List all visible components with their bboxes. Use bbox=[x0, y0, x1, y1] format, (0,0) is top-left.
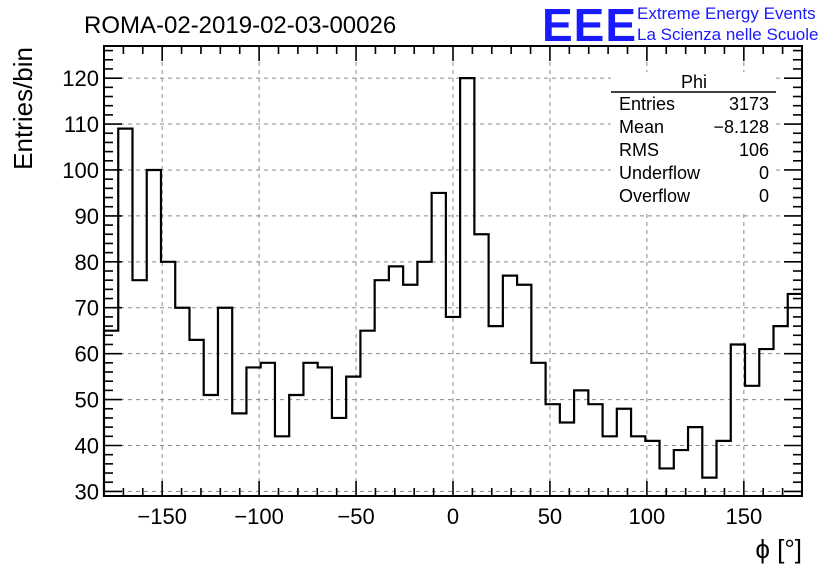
stats-row-label: Entries bbox=[619, 94, 675, 114]
stats-row-value: 3173 bbox=[729, 94, 769, 114]
y-tick-labels: 30 40 50 60 70 80 90 100 110 120 bbox=[62, 66, 99, 504]
stats-row-value: 0 bbox=[759, 186, 769, 206]
eee-logo: EEE Extreme Energy Events La Scienza nel… bbox=[542, 0, 818, 51]
y-tick-label: 60 bbox=[75, 342, 99, 367]
histogram-outline bbox=[102, 77, 802, 496]
x-tick-label: −100 bbox=[234, 504, 284, 529]
stats-row-value: 0 bbox=[759, 163, 769, 183]
y-tick-label: 30 bbox=[75, 479, 99, 504]
eee-logo-line2: La Scienza nelle Scuole bbox=[637, 25, 818, 44]
stats-row-label: Underflow bbox=[619, 163, 701, 183]
eee-logo-line1: Extreme Energy Events bbox=[637, 4, 816, 23]
x-tick-label: 100 bbox=[629, 504, 666, 529]
y-tick-label: 120 bbox=[62, 66, 99, 91]
stats-box: Phi Entries 3173 Mean −8.128 RMS 106 Underflow… bbox=[611, 72, 776, 212]
stats-box-title: Phi bbox=[681, 72, 707, 92]
eee-logo-text: EEE bbox=[542, 0, 637, 51]
stats-row-label: RMS bbox=[619, 140, 659, 160]
x-tick-label: 0 bbox=[447, 504, 459, 529]
x-tick-label: −50 bbox=[337, 504, 374, 529]
y-tick-label: 70 bbox=[75, 296, 99, 321]
y-tick-label: 90 bbox=[75, 204, 99, 229]
run-title: ROMA-02-2019-02-03-00026 bbox=[84, 12, 396, 39]
y-tick-label: 50 bbox=[75, 388, 99, 413]
x-tick-labels: −150 −100 −50 0 50 100 150 bbox=[137, 504, 762, 529]
stats-row-value: −8.128 bbox=[713, 117, 769, 137]
x-tick-label: 150 bbox=[725, 504, 762, 529]
y-tick-label: 80 bbox=[75, 250, 99, 275]
x-tick-label: 50 bbox=[538, 504, 562, 529]
stats-rows: Entries 3173 Mean −8.128 RMS 106 Underflow 0 Ove… bbox=[619, 94, 769, 206]
y-tick-label: 40 bbox=[75, 433, 99, 458]
y-tick-label: 110 bbox=[64, 112, 99, 137]
stats-row-label: Overflow bbox=[619, 186, 691, 206]
stats-row-label: Mean bbox=[619, 117, 664, 137]
stats-box-background bbox=[611, 72, 776, 212]
x-tick-label: −150 bbox=[137, 504, 187, 529]
stats-row-value: 106 bbox=[739, 140, 769, 160]
axis-ticks bbox=[104, 46, 802, 496]
y-tick-label: 100 bbox=[62, 158, 99, 183]
x-axis-label: ϕ [°] bbox=[755, 534, 802, 564]
y-axis-label: Entries/bin bbox=[8, 47, 38, 170]
